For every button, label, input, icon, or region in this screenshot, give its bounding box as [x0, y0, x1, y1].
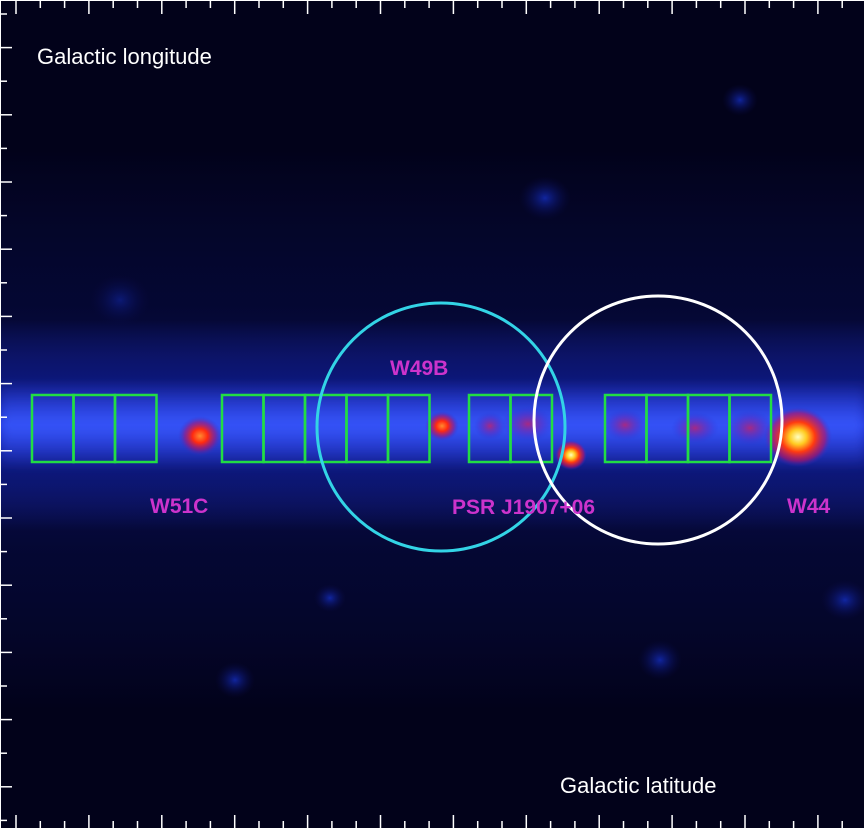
analysis-box: [386, 393, 431, 464]
source-label-w51c: W51C: [150, 495, 208, 518]
source-label-psr: PSR J1907+06: [452, 496, 595, 519]
white-circle: [532, 294, 784, 546]
cyan-circle: [315, 301, 567, 553]
source-label-w49b: W49B: [390, 357, 448, 380]
box-group-1: [30, 393, 158, 464]
warm-plane-glow: [474, 406, 774, 446]
w44-source: [764, 407, 832, 467]
box-group-4: [603, 393, 773, 464]
analysis-box: [113, 393, 158, 464]
box-group-3: [467, 393, 554, 464]
box-group-2: [220, 393, 431, 464]
faint-clumps: [90, 84, 865, 698]
analysis-box: [509, 393, 554, 464]
w51c-source: [178, 416, 222, 456]
axis-label-latitude: Galactic latitude: [560, 773, 717, 798]
source-label-w44: W44: [787, 495, 831, 518]
axis-ticks: [0, 0, 843, 829]
w49b-source: [425, 411, 459, 441]
axis-label-longitude: Galactic longitude: [37, 44, 212, 69]
analysis-box: [728, 393, 773, 464]
analysis-boxes: [30, 393, 773, 464]
